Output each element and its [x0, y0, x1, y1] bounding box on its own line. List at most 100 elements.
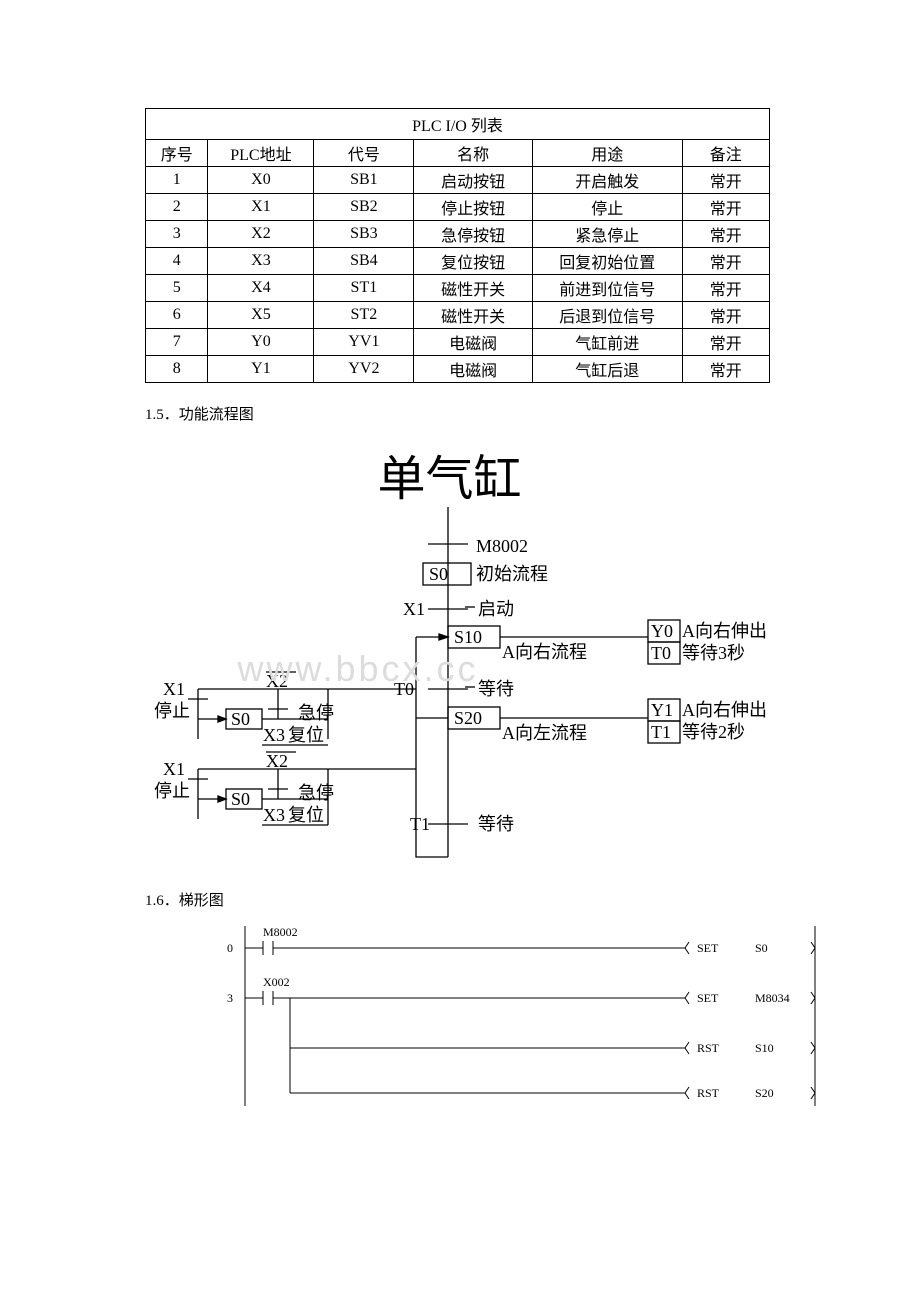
- table-cell: X0: [208, 167, 314, 194]
- th-note: 备注: [682, 140, 769, 167]
- table-cell: ST2: [314, 302, 414, 329]
- section-1-5-title: ．功能流程图: [164, 407, 254, 423]
- table-cell: YV2: [314, 356, 414, 383]
- fc-wait1: 等待: [478, 679, 514, 699]
- fc-t0b: T0: [651, 643, 671, 663]
- section-1-5-num: 1.5: [145, 407, 164, 423]
- table-cell: 气缸后退: [532, 356, 682, 383]
- fc-s10: S10: [454, 627, 482, 647]
- table-cell: 停止: [532, 194, 682, 221]
- table-row: 3X2SB3急停按钮紧急停止常开: [146, 221, 770, 248]
- th-name: 名称: [414, 140, 533, 167]
- table-cell: X4: [208, 275, 314, 302]
- table-row: 1X0SB1启动按钮开启触发常开: [146, 167, 770, 194]
- fc-m8002: M8002: [476, 536, 528, 556]
- table-cell: 4: [146, 248, 208, 275]
- table-cell: 紧急停止: [532, 221, 682, 248]
- fc-x1: X1: [403, 599, 425, 619]
- section-1-5: 1.5．功能流程图: [145, 403, 770, 424]
- svg-text:X002: X002: [263, 975, 290, 989]
- table-cell: 急停按钮: [414, 221, 533, 248]
- table-cell: 前进到位信号: [532, 275, 682, 302]
- fc-l2-x3: X3: [263, 805, 285, 825]
- flowchart: www.bbcx.cc 单气缸 M8002 S0 初始流程 X1 启动: [148, 439, 768, 869]
- table-cell: SB4: [314, 248, 414, 275]
- table-row: 7Y0YV1电磁阀气缸前进常开: [146, 329, 770, 356]
- table-cell: ST1: [314, 275, 414, 302]
- table-cell: 复位按钮: [414, 248, 533, 275]
- table-cell: 2: [146, 194, 208, 221]
- table-row: 5X4ST1磁性开关前进到位信号常开: [146, 275, 770, 302]
- th-addr: PLC地址: [208, 140, 314, 167]
- svg-text:S20: S20: [755, 1086, 774, 1100]
- svg-text:S10: S10: [755, 1041, 774, 1055]
- table-cell: 启动按钮: [414, 167, 533, 194]
- svg-text:RST: RST: [697, 1086, 720, 1100]
- table-cell: Y1: [208, 356, 314, 383]
- fc-l1-x3: X3: [263, 725, 285, 745]
- table-cell: X2: [208, 221, 314, 248]
- table-cell: 回复初始位置: [532, 248, 682, 275]
- io-table-title: PLC I/O 列表: [146, 109, 770, 140]
- io-table: PLC I/O 列表 序号 PLC地址 代号 名称 用途 备注 1X0SB1启动…: [145, 108, 770, 383]
- fc-l2-x2: X2: [266, 751, 288, 771]
- table-cell: 后退到位信号: [532, 302, 682, 329]
- fc-s20-label: A向左流程: [502, 723, 587, 743]
- svg-text:3: 3: [227, 991, 233, 1005]
- table-cell: SB2: [314, 194, 414, 221]
- svg-text:SET: SET: [697, 941, 719, 955]
- table-cell: Y0: [208, 329, 314, 356]
- table-cell: 5: [146, 275, 208, 302]
- svg-text:SET: SET: [697, 991, 719, 1005]
- fc-s20: S20: [454, 708, 482, 728]
- fc-wait2: 等待: [478, 814, 514, 834]
- table-row: 4X3SB4复位按钮回复初始位置常开: [146, 248, 770, 275]
- ladder-diagram: 0 M8002 SET S0 3 X002 SET M8034 RST S10 RST S20: [185, 918, 825, 1108]
- svg-text:S0: S0: [755, 941, 768, 955]
- table-cell: YV1: [314, 329, 414, 356]
- fc-y0-label: A向右伸出: [682, 621, 767, 641]
- table-cell: 1: [146, 167, 208, 194]
- watermark: www.bbcx.cc: [238, 648, 479, 690]
- svg-text:M8034: M8034: [755, 991, 790, 1005]
- table-cell: 7: [146, 329, 208, 356]
- fc-l2-s0: S0: [231, 789, 250, 809]
- svg-text:M8002: M8002: [263, 925, 298, 939]
- table-cell: SB1: [314, 167, 414, 194]
- section-1-6-title: ．梯形图: [164, 893, 224, 909]
- fc-l2-x1: X1: [163, 759, 185, 779]
- table-row: 6X5ST2磁性开关后退到位信号常开: [146, 302, 770, 329]
- fc-t1: T1: [410, 814, 430, 834]
- svg-text:0: 0: [227, 941, 233, 955]
- fc-l1-s0: S0: [231, 709, 250, 729]
- table-cell: 6: [146, 302, 208, 329]
- table-cell: 常开: [682, 221, 769, 248]
- table-cell: 3: [146, 221, 208, 248]
- section-1-6: 1.6．梯形图: [145, 889, 770, 910]
- table-cell: 常开: [682, 194, 769, 221]
- svg-text:RST: RST: [697, 1041, 720, 1055]
- table-cell: 磁性开关: [414, 302, 533, 329]
- section-1-6-num: 1.6: [145, 893, 164, 909]
- table-cell: X1: [208, 194, 314, 221]
- fc-l2-reset: 复位: [288, 805, 324, 825]
- fc-y1: Y1: [651, 700, 673, 720]
- fc-t1b: T1: [651, 722, 671, 742]
- fc-l1-x1: X1: [163, 679, 185, 699]
- table-cell: 常开: [682, 248, 769, 275]
- table-row: 8Y1YV2电磁阀气缸后退常开: [146, 356, 770, 383]
- table-cell: 停止按钮: [414, 194, 533, 221]
- flowchart-title: 单气缸: [378, 439, 522, 509]
- th-seq: 序号: [146, 140, 208, 167]
- fc-y0: Y0: [651, 621, 673, 641]
- fc-l1-stop: 停止: [154, 701, 190, 721]
- fc-s0: S0: [429, 564, 448, 584]
- table-cell: 常开: [682, 356, 769, 383]
- table-cell: X5: [208, 302, 314, 329]
- table-cell: 常开: [682, 275, 769, 302]
- fc-s10-label: A向右流程: [502, 642, 587, 662]
- table-cell: 电磁阀: [414, 329, 533, 356]
- table-cell: 常开: [682, 167, 769, 194]
- fc-s0-label: 初始流程: [476, 564, 548, 584]
- table-cell: 开启触发: [532, 167, 682, 194]
